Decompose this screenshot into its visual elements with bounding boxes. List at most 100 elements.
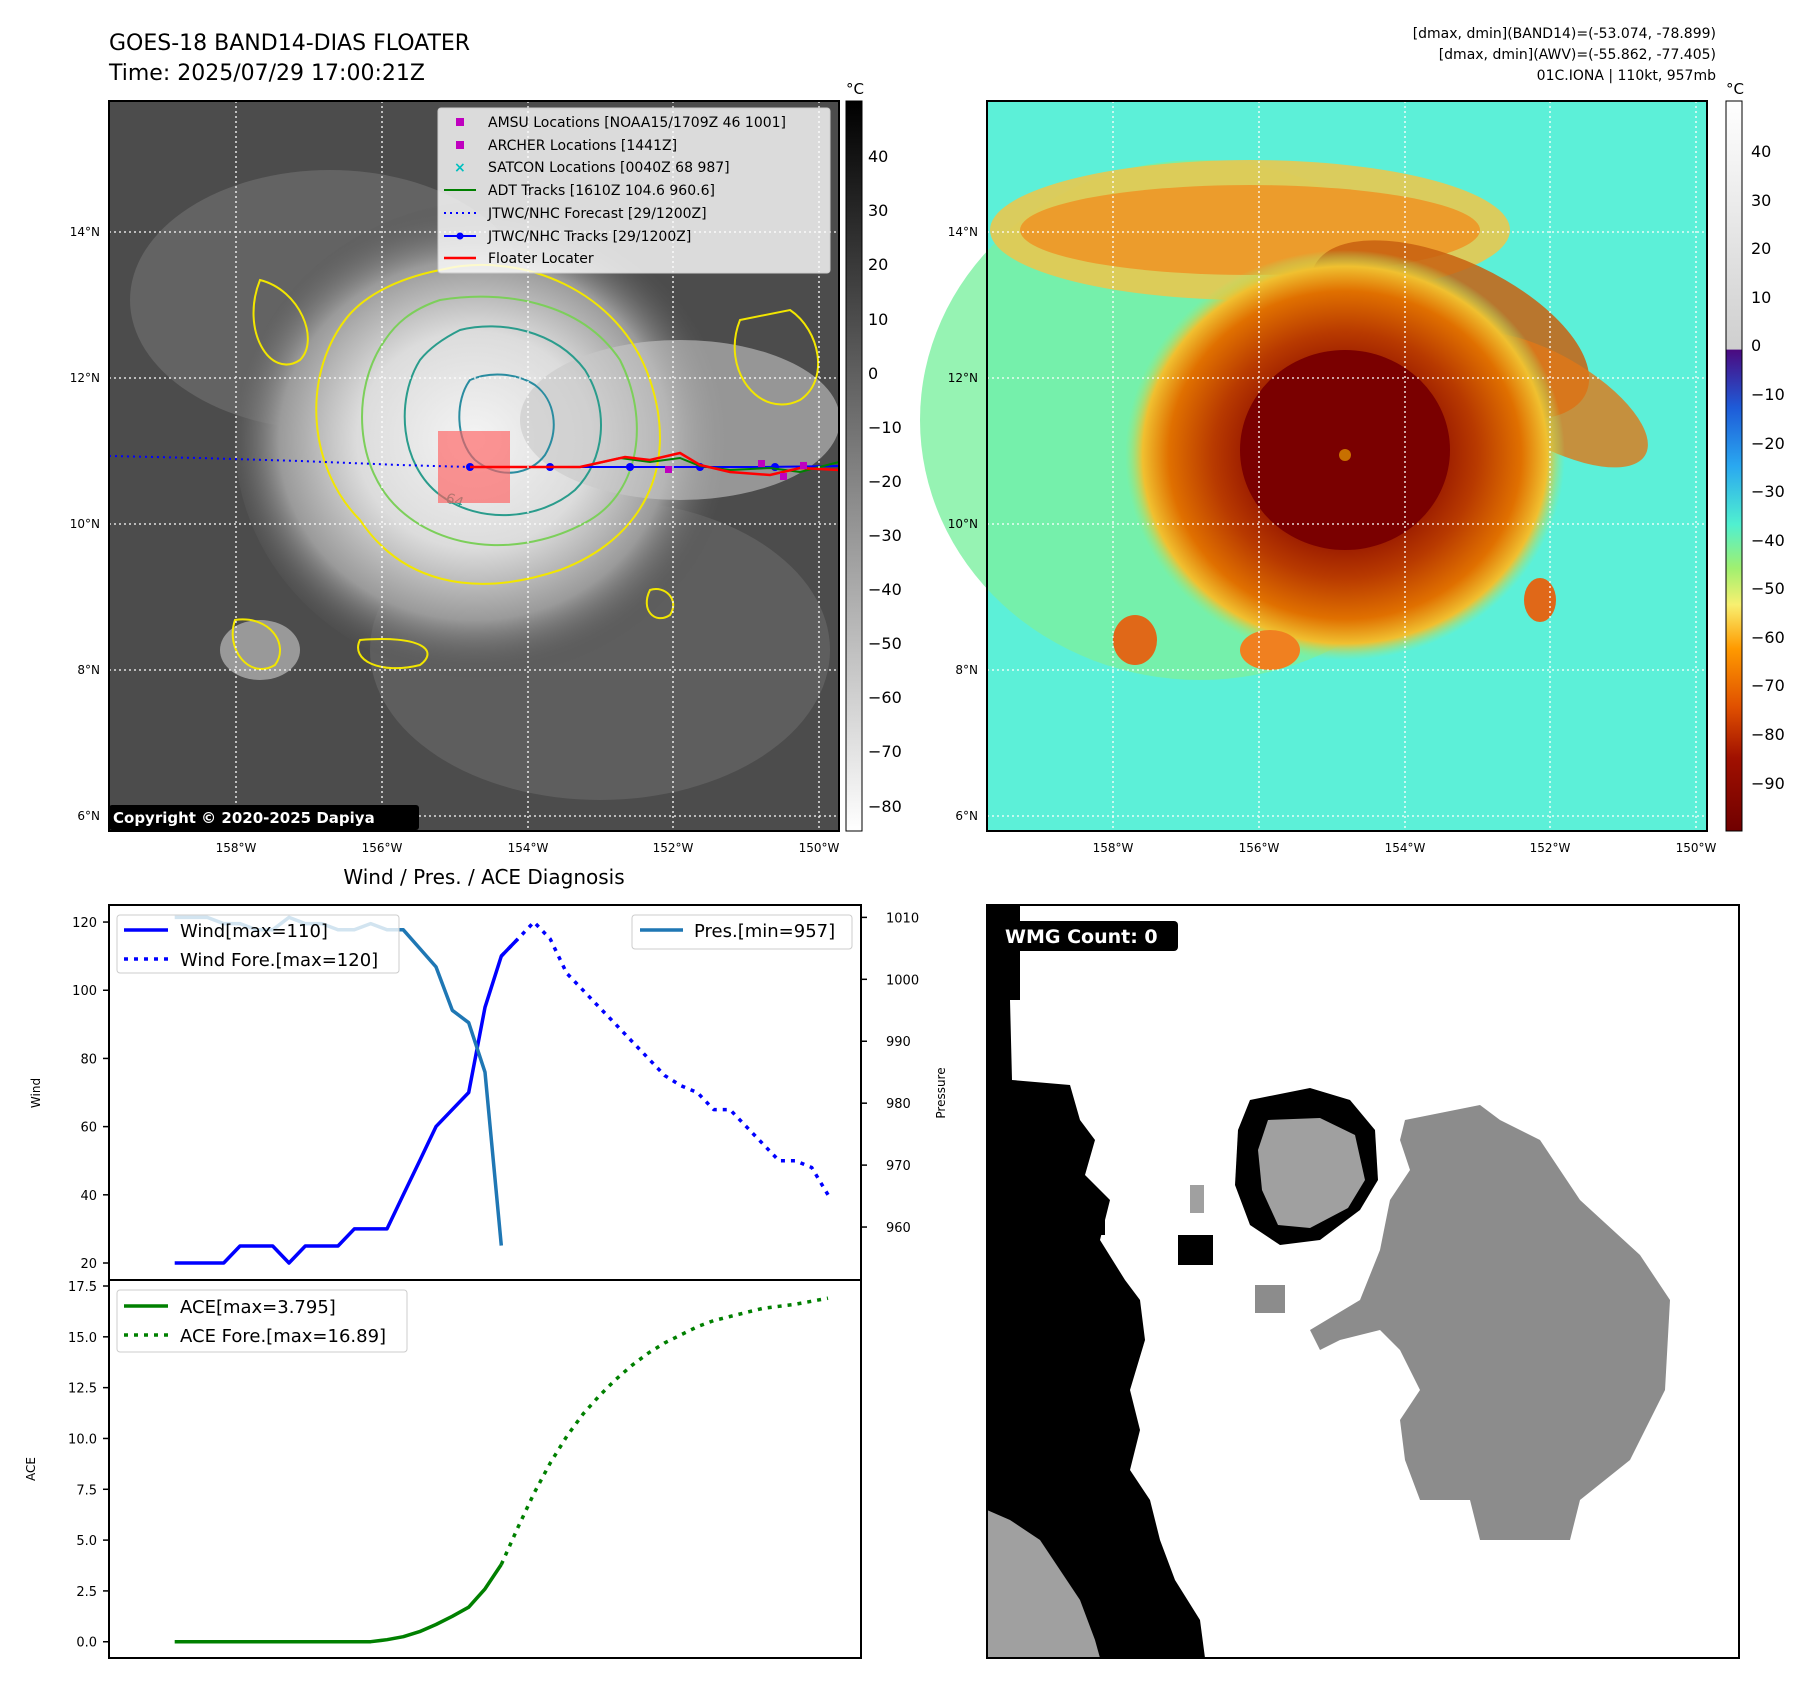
c-cb-tick-m40: −40 — [1751, 531, 1785, 550]
ace-axes: 0.0 2.5 5.0 7.5 10.0 12.5 15.0 17.5 — [68, 1280, 109, 1651]
map-title-line2: Time: 2025/07/29 17:00:21Z — [108, 61, 425, 86]
map-title-line1: GOES-18 BAND14-DIAS FLOATER — [109, 31, 470, 56]
ir-colorbar-unit: °C — [846, 80, 864, 98]
c-cb-tick-m20: −20 — [1751, 434, 1785, 453]
r-lat-label-10: 10°N — [948, 517, 978, 531]
wmg-count-badge: WMG Count: 0 — [1005, 926, 1158, 948]
ace-axis-label: ACE — [24, 1457, 38, 1481]
map-legend: AMSU Locations [NOAA15/1709Z 46 1001] AR… — [437, 107, 831, 274]
wind-ytick-label: 120 — [72, 916, 97, 931]
ir-cb-tick-20: 20 — [868, 255, 888, 274]
lon-label-154: 154°W — [508, 841, 549, 855]
r-lat-label-6: 6°N — [955, 809, 978, 823]
r-lon-label-150: 150°W — [1676, 841, 1717, 855]
lat-label-8: 8°N — [77, 663, 100, 677]
c-cb-tick-m70: −70 — [1751, 676, 1785, 695]
r-lat-label-14: 14°N — [948, 225, 978, 239]
ir-colorbar: °C 40 30 20 10 0 −10 −20 −30 −40 −50 −60… — [845, 80, 902, 832]
pressure-legend: Pres.[min=957] — [631, 914, 853, 950]
wind-ytick-label: 80 — [80, 1052, 97, 1067]
pressure-ytick-label: 990 — [886, 1035, 911, 1050]
c-cb-tick-m80: −80 — [1751, 725, 1785, 744]
lon-label-156: 156°W — [362, 841, 403, 855]
stats-line1: [dmax, dmin](BAND14)=(-53.074, -78.899) — [1413, 26, 1716, 42]
wind-axes: 20 40 60 80 100 120 960 970 980 990 1000 1010 — [72, 911, 919, 1272]
legend-wind-fore: Wind Fore.[max=120] — [180, 950, 378, 971]
ace-ytick-label: 15.0 — [68, 1331, 97, 1346]
ir-cb-tick-m30: −30 — [868, 526, 902, 545]
ace-ytick-label: 7.5 — [76, 1483, 97, 1498]
ace-ytick-label: 5.0 — [76, 1534, 97, 1549]
c-cb-tick-0: 0 — [1751, 336, 1761, 355]
ir-cb-tick-40: 40 — [868, 147, 888, 166]
ace-ytick-label: 10.0 — [68, 1432, 97, 1447]
chart-title: Wind / Pres. / ACE Diagnosis — [343, 865, 624, 889]
floater-track — [470, 451, 840, 477]
color-colorbar-unit: °C — [1726, 80, 1744, 98]
lat-label-6: 6°N — [77, 809, 100, 823]
pressure-ytick-label: 1000 — [886, 973, 919, 988]
c-cb-tick-m90: −90 — [1751, 774, 1785, 793]
legend-forecast: JTWC/NHC Forecast [29/1200Z] — [487, 206, 707, 222]
ir-cb-tick-m70: −70 — [868, 742, 902, 761]
wind-ytick-label: 20 — [80, 1257, 97, 1272]
wind-series-1 — [500, 920, 830, 1196]
ir-cb-tick-10: 10 — [868, 310, 888, 329]
color-colorbar: °C 40 30 20 10 0 −10 −20 −30 −40 −50 −60… — [1725, 80, 1785, 832]
legend-satcon: SATCON Locations [0040Z 68 987] — [488, 160, 730, 176]
c-cb-tick-m10: −10 — [1751, 385, 1785, 404]
lat-label-12: 12°N — [70, 371, 100, 385]
r-lon-label-156: 156°W — [1239, 841, 1280, 855]
stats-line2: [dmax, dmin](AWV)=(-55.862, -77.405) — [1439, 47, 1716, 63]
stats-line3: 01C.IONA | 110kt, 957mb — [1537, 68, 1716, 84]
wind-ytick-label: 100 — [72, 984, 97, 999]
legend-pressure: Pres.[min=957] — [694, 921, 835, 942]
ace-ytick-label: 2.5 — [76, 1585, 97, 1600]
c-cb-tick-10: 10 — [1751, 288, 1771, 307]
legend-tracks: JTWC/NHC Tracks [29/1200Z] — [487, 229, 691, 245]
legend-ace: ACE[max=3.795] — [180, 1297, 336, 1318]
c-cb-tick-30: 30 — [1751, 191, 1771, 210]
r-lon-label-152: 152°W — [1530, 841, 1571, 855]
c-cb-tick-m30: −30 — [1751, 482, 1785, 501]
ir-cb-tick-m80: −80 — [868, 797, 902, 816]
wind-axis-label: Wind — [29, 1078, 43, 1108]
ace-series-0 — [174, 1563, 503, 1644]
r-lat-label-8: 8°N — [955, 663, 978, 677]
ir-cb-tick-30: 30 — [868, 201, 888, 220]
r-lon-label-154: 154°W — [1385, 841, 1426, 855]
ir-map-axes: 14°N 12°N 10°N 8°N 6°N 158°W 156°W 154°W… — [70, 225, 840, 855]
wind-ytick-label: 60 — [80, 1121, 97, 1136]
pressure-ytick-label: 970 — [886, 1159, 911, 1174]
r-lat-label-12: 12°N — [948, 371, 978, 385]
ace-ytick-label: 12.5 — [68, 1382, 97, 1397]
ace-series-1 — [499, 1296, 829, 1566]
pressure-ytick-label: 960 — [886, 1221, 911, 1236]
pressure-axis-label: Pressure — [934, 1067, 948, 1118]
ace-ytick-label: 17.5 — [68, 1280, 97, 1295]
lat-label-14: 14°N — [70, 225, 100, 239]
wind-legend: Wind[max=110] Wind Fore.[max=120] — [116, 914, 400, 974]
lon-label-152: 152°W — [653, 841, 694, 855]
legend-adt: ADT Tracks [1610Z 104.6 960.6] — [488, 183, 715, 199]
c-cb-tick-40: 40 — [1751, 142, 1771, 161]
ace-plot-frame — [108, 1279, 862, 1659]
color-ir-map-panel — [920, 100, 1708, 832]
ir-cb-tick-m50: −50 — [868, 634, 902, 653]
ace-ytick-label: 0.0 — [76, 1636, 97, 1651]
c-cb-tick-m60: −60 — [1751, 628, 1785, 647]
legend-wind: Wind[max=110] — [180, 921, 328, 942]
ir-cb-tick-m20: −20 — [868, 472, 902, 491]
ir-cb-tick-m10: −10 — [868, 418, 902, 437]
copyright-text: Copyright © 2020-2025 Dapiya — [113, 809, 375, 827]
pressure-ytick-label: 1010 — [886, 911, 919, 926]
lon-label-158: 158°W — [216, 841, 257, 855]
legend-ace-fore: ACE Fore.[max=16.89] — [180, 1326, 386, 1347]
ir-cb-tick-m60: −60 — [868, 688, 902, 707]
legend-amsu: AMSU Locations [NOAA15/1709Z 46 1001] — [488, 115, 786, 131]
c-cb-tick-m50: −50 — [1751, 579, 1785, 598]
pressure-ytick-label: 980 — [886, 1097, 911, 1112]
lat-label-10: 10°N — [70, 517, 100, 531]
wind-series-0 — [174, 937, 519, 1265]
r-lon-label-158: 158°W — [1093, 841, 1134, 855]
